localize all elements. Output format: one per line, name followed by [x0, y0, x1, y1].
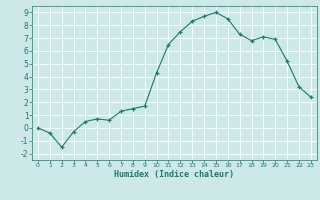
X-axis label: Humidex (Indice chaleur): Humidex (Indice chaleur)	[115, 170, 234, 179]
